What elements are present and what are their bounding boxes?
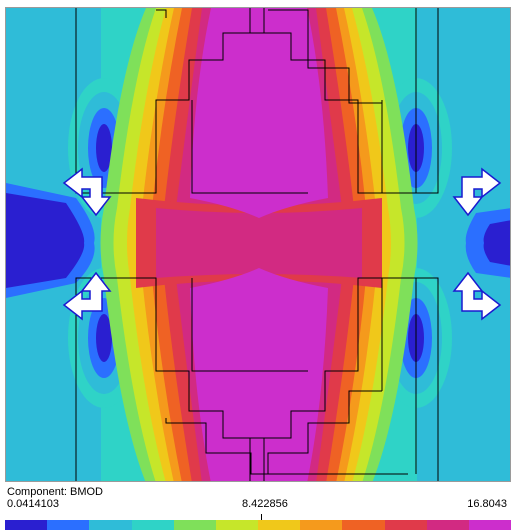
contour-central-bands: [100, 8, 418, 481]
legend-swatch: [89, 520, 132, 530]
legend-swatch: [131, 520, 174, 530]
geometry-outline: [75, 8, 439, 481]
legend-swatch: [342, 520, 385, 530]
color-legend: Component: BMOD 0.0414103 8.422856 16.80…: [5, 482, 512, 530]
double-headed-arrow-icon: [452, 167, 502, 217]
contour-plot: [6, 8, 510, 481]
double-headed-arrow-icon: [452, 271, 502, 321]
legend-color-bar: [5, 520, 512, 530]
legend-swatch: [47, 520, 90, 530]
legend-swatch: [384, 520, 427, 530]
legend-component-label: Component: BMOD: [7, 486, 103, 498]
legend-swatch: [173, 520, 216, 530]
double-headed-arrow-icon: [62, 271, 112, 321]
double-headed-arrow-icon: [62, 167, 112, 217]
legend-swatch: [258, 520, 301, 530]
legend-max-value: 16.8043: [467, 498, 507, 510]
legend-swatch: [215, 520, 259, 530]
legend-swatch: [426, 520, 469, 530]
legend-swatch: [468, 520, 512, 530]
legend-swatch: [300, 520, 343, 530]
legend-mid-value: 8.422856: [242, 498, 288, 510]
legend-swatch: [5, 520, 48, 530]
field-plot-viewport[interactable]: [5, 7, 511, 482]
legend-min-value: 0.0414103: [7, 498, 59, 510]
